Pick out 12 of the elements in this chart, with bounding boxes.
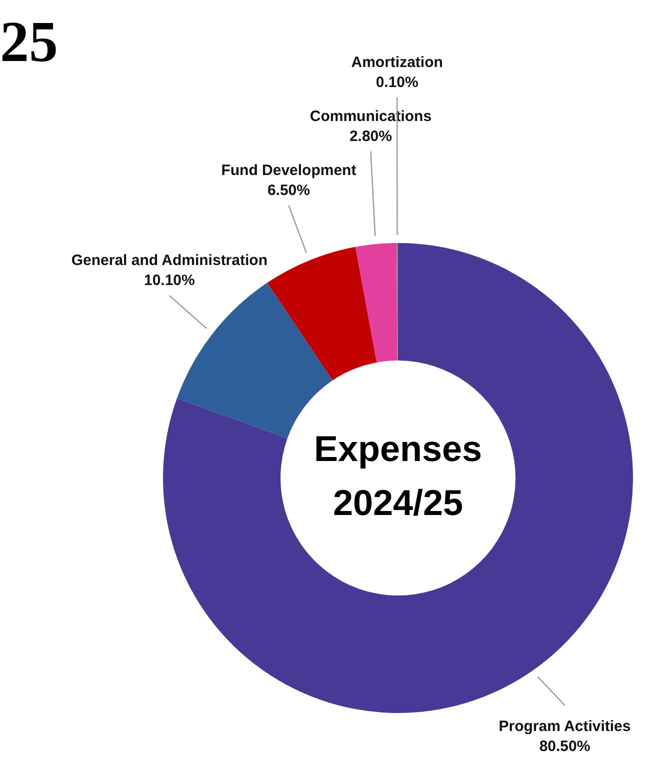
data-label: 6.50% — [267, 182, 310, 200]
slice-label: General and Administration — [71, 252, 268, 270]
slice-label: Program Activities — [498, 718, 631, 735]
slice-label: Communications — [310, 108, 432, 126]
text: 25 — [0, 8, 58, 75]
data-label: 10.10% — [144, 272, 195, 290]
slice-label: Amortization — [351, 54, 443, 72]
data-label: 2.80% — [349, 128, 392, 146]
slice-label: Fund Development — [221, 162, 356, 180]
text: Expenses 2024/25 — [314, 428, 482, 523]
data-label: 0.10% — [376, 74, 418, 92]
data-label: 80.50% — [539, 738, 590, 755]
